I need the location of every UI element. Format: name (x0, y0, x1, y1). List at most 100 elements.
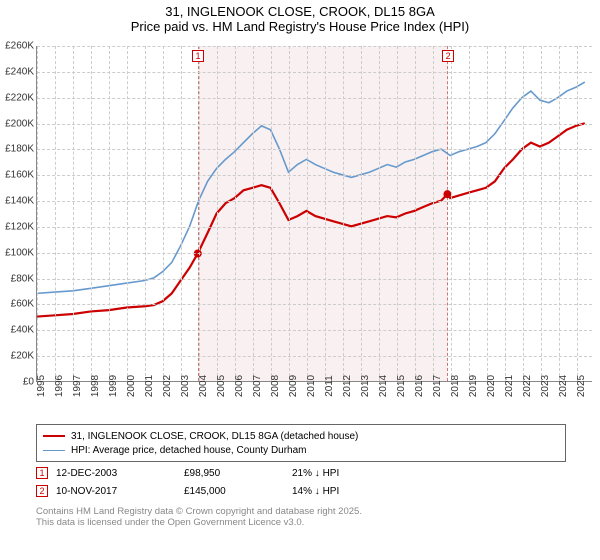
x-tick-label: 2022 (522, 375, 533, 397)
event-table: 1 12-DEC-2003 £98,950 21% ↓ HPI 2 10-NOV-2017… (36, 464, 566, 500)
gridline (55, 46, 56, 381)
gridline (487, 46, 488, 381)
gridline (415, 46, 416, 381)
legend-row: HPI: Average price, detached house, Coun… (43, 443, 559, 457)
gridline (109, 46, 110, 381)
legend-swatch (43, 435, 65, 437)
gridline (559, 46, 560, 381)
y-tick-label: £120K (0, 221, 34, 232)
gridline (37, 304, 592, 305)
gridline (361, 46, 362, 381)
x-tick-label: 2009 (288, 375, 299, 397)
x-tick-label: 2016 (414, 375, 425, 397)
x-tick-label: 2024 (558, 375, 569, 397)
x-tick-label: 2019 (468, 375, 479, 397)
y-tick-label: £180K (0, 144, 34, 155)
x-tick-label: 2000 (126, 375, 137, 397)
event-diff: 14% ↓ HPI (292, 486, 412, 497)
gridline (37, 46, 38, 381)
gridline (37, 149, 592, 150)
gridline (307, 46, 308, 381)
gridline (199, 46, 200, 381)
x-tick-label: 2013 (360, 375, 371, 397)
x-tick-label: 2007 (252, 375, 263, 397)
x-tick-label: 2001 (144, 375, 155, 397)
gridline (37, 356, 592, 357)
gridline (37, 175, 592, 176)
event-marker-icon: 1 (36, 467, 48, 479)
plot-area: 12 (36, 46, 592, 382)
x-tick-label: 1999 (108, 375, 119, 397)
x-tick-label: 2010 (306, 375, 317, 397)
event-date: 10-NOV-2017 (56, 486, 176, 497)
event-row: 2 10-NOV-2017 £145,000 14% ↓ HPI (36, 482, 566, 500)
x-tick-label: 2015 (396, 375, 407, 397)
y-tick-label: £140K (0, 196, 34, 207)
gridline (469, 46, 470, 381)
x-tick-label: 2021 (504, 375, 515, 397)
x-tick-label: 2003 (180, 375, 191, 397)
x-tick-label: 2011 (324, 375, 335, 397)
gridline (37, 124, 592, 125)
gridline (91, 46, 92, 381)
x-tick-label: 2014 (378, 375, 389, 397)
gridline (37, 330, 592, 331)
gridline (37, 72, 592, 73)
y-tick-label: £20K (0, 351, 34, 362)
x-tick-label: 2005 (216, 375, 227, 397)
event-marker-box: 2 (442, 50, 454, 62)
x-tick-label: 1996 (54, 375, 65, 397)
x-tick-label: 2025 (576, 375, 587, 397)
gridline (379, 46, 380, 381)
gridline (37, 227, 592, 228)
gridline (217, 46, 218, 381)
event-marker-icon: 2 (36, 485, 48, 497)
gridline (541, 46, 542, 381)
event-row: 1 12-DEC-2003 £98,950 21% ↓ HPI (36, 464, 566, 482)
gridline (37, 98, 592, 99)
y-tick-label: £40K (0, 325, 34, 336)
x-tick-label: 1998 (90, 375, 101, 397)
chart-subtitle: Price paid vs. HM Land Registry's House … (0, 19, 600, 34)
gridline (325, 46, 326, 381)
series-line (37, 123, 585, 316)
attribution-line: This data is licensed under the Open Gov… (36, 517, 566, 528)
x-tick-label: 1995 (36, 375, 47, 397)
x-tick-label: 2002 (162, 375, 173, 397)
gridline (397, 46, 398, 381)
x-tick-label: 2023 (540, 375, 551, 397)
x-axis: 1995199619971998199920002001200220032004… (36, 382, 592, 422)
event-diff: 21% ↓ HPI (292, 468, 412, 479)
x-tick-label: 2006 (234, 375, 245, 397)
gridline (73, 46, 74, 381)
gridline (37, 46, 592, 47)
y-tick-label: £260K (0, 41, 34, 52)
y-tick-label: £0 (0, 377, 34, 388)
event-price: £98,950 (184, 468, 284, 479)
gridline (37, 201, 592, 202)
x-tick-label: 2020 (486, 375, 497, 397)
attribution-line: Contains HM Land Registry data © Crown c… (36, 506, 566, 517)
x-tick-label: 2012 (342, 375, 353, 397)
y-tick-label: £220K (0, 92, 34, 103)
event-price: £145,000 (184, 486, 284, 497)
gridline (163, 46, 164, 381)
gridline (235, 46, 236, 381)
legend-row: 31, INGLENOOK CLOSE, CROOK, DL15 8GA (de… (43, 429, 559, 443)
y-tick-label: £60K (0, 299, 34, 310)
legend-label: 31, INGLENOOK CLOSE, CROOK, DL15 8GA (de… (71, 431, 358, 442)
x-tick-label: 2004 (198, 375, 209, 397)
legend-label: HPI: Average price, detached house, Coun… (71, 445, 307, 456)
event-date: 12-DEC-2003 (56, 468, 176, 479)
x-tick-label: 1997 (72, 375, 83, 397)
y-axis: £0£20K£40K£60K£80K£100K£120K£140K£160K£1… (0, 46, 36, 382)
gridline (145, 46, 146, 381)
gridline (505, 46, 506, 381)
legend: 31, INGLENOOK CLOSE, CROOK, DL15 8GA (de… (36, 424, 566, 462)
event-marker-box: 1 (192, 50, 204, 62)
x-tick-label: 2017 (432, 375, 443, 397)
y-tick-label: £80K (0, 273, 34, 284)
gridline (127, 46, 128, 381)
x-tick-label: 2018 (450, 375, 461, 397)
gridline (451, 46, 452, 381)
